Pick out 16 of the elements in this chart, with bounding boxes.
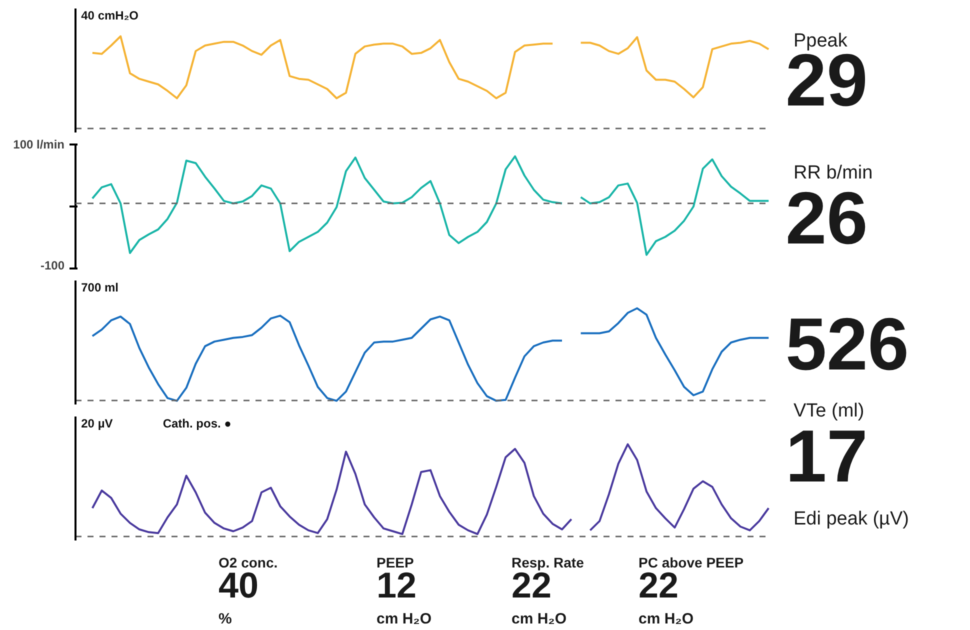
text: Cath. pos. ●	[162, 416, 232, 430]
line-series	[91, 155, 563, 254]
text: cm H₂O	[376, 610, 432, 628]
y-tick-label: -100	[40, 258, 65, 272]
text: 526	[786, 302, 909, 386]
text: Ppeak	[794, 30, 848, 52]
text: Edi peak (µV)	[794, 508, 909, 530]
text: cm H₂O	[638, 610, 694, 628]
text: %	[218, 610, 232, 628]
text: RR b/min	[794, 162, 873, 184]
text: cm H₂O	[512, 610, 567, 628]
text: 700 ml	[81, 280, 118, 294]
line-series	[580, 158, 770, 256]
text: 20 µV	[81, 416, 113, 430]
text: 40 cmH₂O	[81, 8, 138, 22]
y-tick-label: 100 l/min	[13, 138, 64, 152]
